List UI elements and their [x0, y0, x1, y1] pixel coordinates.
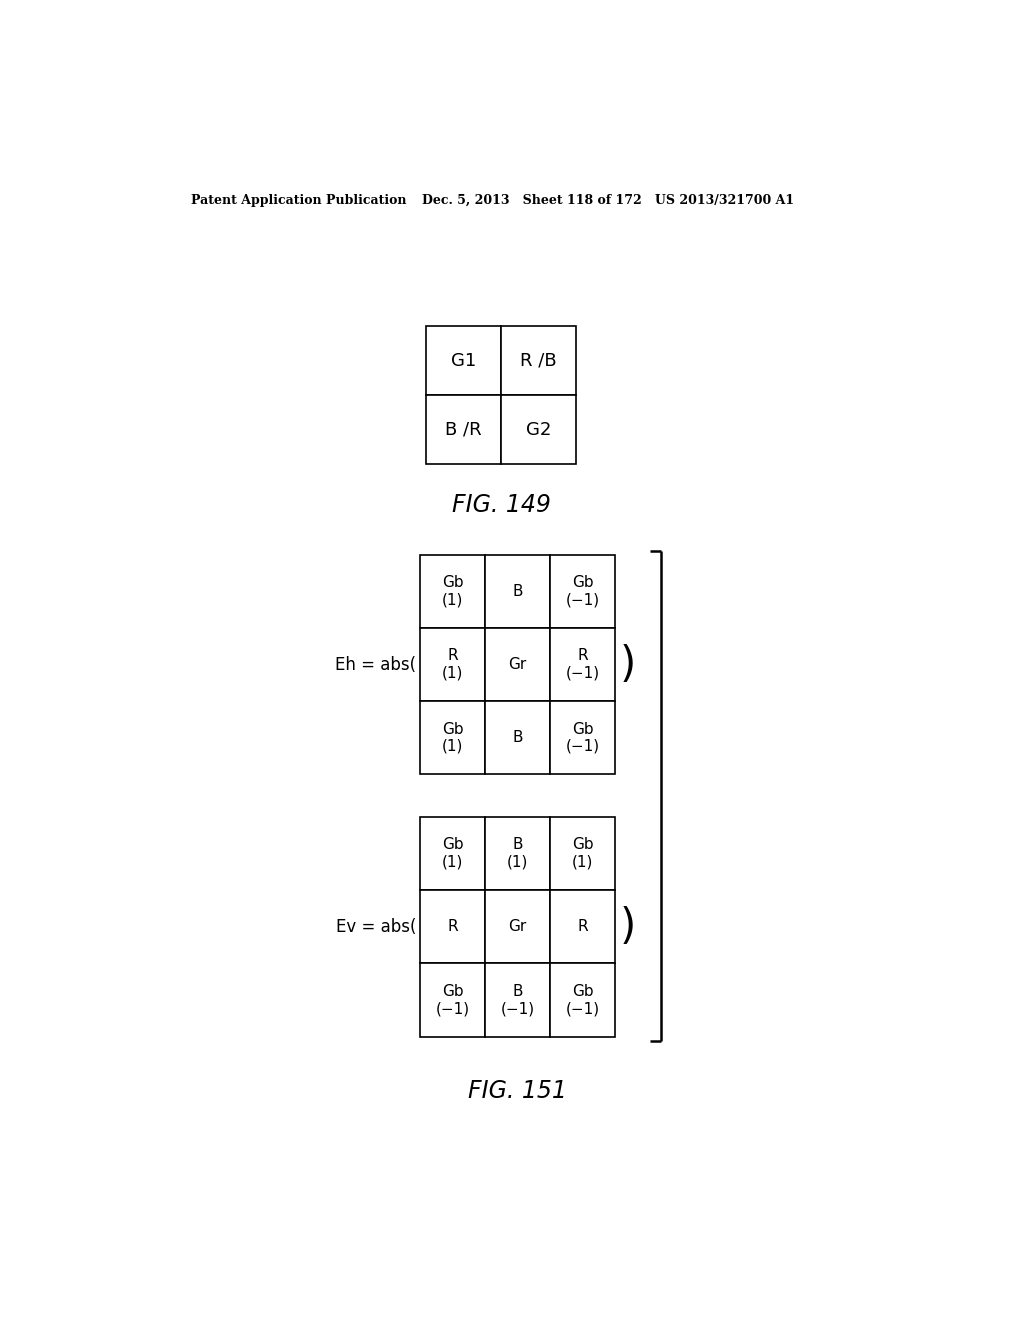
Bar: [550, 554, 615, 628]
Text: Gr: Gr: [509, 657, 526, 672]
Bar: [420, 964, 485, 1036]
Bar: [550, 964, 615, 1036]
Text: Gb
(1): Gb (1): [441, 837, 464, 870]
Bar: [485, 817, 550, 890]
Bar: [485, 554, 550, 628]
Text: Gb
(−1): Gb (−1): [565, 722, 600, 754]
Text: Gb
(−1): Gb (−1): [565, 983, 600, 1016]
Bar: [420, 628, 485, 701]
Text: Gb
(1): Gb (1): [572, 837, 594, 870]
Text: B: B: [512, 730, 523, 746]
Text: Dec. 5, 2013   Sheet 118 of 172   US 2013/321700 A1: Dec. 5, 2013 Sheet 118 of 172 US 2013/32…: [422, 194, 794, 207]
Bar: [550, 890, 615, 964]
Text: ): ): [620, 906, 636, 948]
Text: R: R: [447, 919, 458, 935]
Bar: [485, 964, 550, 1036]
Bar: [426, 326, 501, 395]
Bar: [420, 890, 485, 964]
Text: R: R: [578, 919, 588, 935]
Bar: [550, 701, 615, 775]
Text: R /B: R /B: [520, 351, 557, 370]
Text: G1: G1: [451, 351, 476, 370]
Text: Patent Application Publication: Patent Application Publication: [191, 194, 407, 207]
Bar: [485, 890, 550, 964]
Bar: [426, 395, 501, 465]
Bar: [550, 628, 615, 701]
Bar: [420, 554, 485, 628]
Text: B: B: [512, 583, 523, 599]
Text: R
(1): R (1): [442, 648, 463, 681]
Bar: [485, 701, 550, 775]
Text: Gb
(−1): Gb (−1): [565, 576, 600, 607]
Text: FIG. 151: FIG. 151: [468, 1080, 567, 1104]
Text: Ev = abs(: Ev = abs(: [336, 917, 416, 936]
Text: B /R: B /R: [445, 421, 481, 438]
Text: Gb
(−1): Gb (−1): [435, 983, 470, 1016]
Bar: [501, 326, 577, 395]
Text: B
(−1): B (−1): [501, 983, 535, 1016]
Text: Eh = abs(: Eh = abs(: [335, 656, 416, 673]
Bar: [550, 817, 615, 890]
Text: Gb
(1): Gb (1): [441, 576, 464, 607]
Text: R
(−1): R (−1): [565, 648, 600, 681]
Bar: [420, 701, 485, 775]
Text: ): ): [620, 644, 636, 685]
Bar: [485, 628, 550, 701]
Text: FIG. 149: FIG. 149: [452, 492, 551, 517]
Text: Gr: Gr: [509, 919, 526, 935]
Bar: [420, 817, 485, 890]
Text: Gb
(1): Gb (1): [441, 722, 464, 754]
Text: G2: G2: [526, 421, 551, 438]
Bar: [501, 395, 577, 465]
Text: B
(1): B (1): [507, 837, 528, 870]
